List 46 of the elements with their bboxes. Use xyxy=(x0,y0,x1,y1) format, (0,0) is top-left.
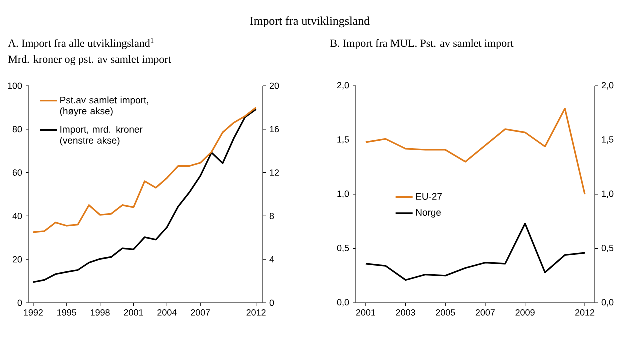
y2-tick-label: 0,5 xyxy=(602,245,614,252)
line-series xyxy=(32,106,258,234)
line-series xyxy=(365,222,586,282)
y-tick-label: 1,0 xyxy=(338,190,350,198)
y2-tick-label: 8 xyxy=(270,213,274,220)
y-tick-label: 60 xyxy=(12,170,22,176)
y-tick-label: 20 xyxy=(12,256,22,263)
x-tick-label: 2003 xyxy=(396,310,416,316)
y2-tick-label: 1,5 xyxy=(602,136,614,144)
line-series xyxy=(32,108,258,284)
x-tick-label: 2007 xyxy=(476,310,495,316)
y-tick-label: 80 xyxy=(12,126,22,133)
x-tick-label: 1998 xyxy=(91,310,110,316)
y2-tick-label: 12 xyxy=(270,170,280,176)
y2-tick-label: 20 xyxy=(270,82,280,90)
x-tick-label: 1992 xyxy=(24,310,43,316)
x-tick-label: 2001 xyxy=(356,310,376,316)
y-tick-label: 100 xyxy=(8,82,22,90)
y2-tick-label: 16 xyxy=(270,126,280,133)
y-tick-label: 1,5 xyxy=(338,136,350,144)
y-tick-label: 2,0 xyxy=(337,82,350,90)
chart-subtitle: Mrd. kroner og pst. av samlet import xyxy=(8,55,172,66)
legend-label: Import, mrd. kroner (venstre akse) xyxy=(60,126,143,146)
text: Import fra utviklingsland xyxy=(250,16,370,28)
legend-label: EU-27 xyxy=(416,193,442,200)
x-tick-label: 2012 xyxy=(576,310,595,316)
y-tick-label: 0,5 xyxy=(337,245,350,252)
x-tick-label: 2005 xyxy=(436,310,456,316)
x-tick-label: 1995 xyxy=(58,310,76,316)
y2-tick-label: 0,0 xyxy=(602,299,614,307)
legend-label: Pst.av samlet import, (høyre akse) xyxy=(60,96,148,116)
y2-tick-label: 4 xyxy=(270,256,274,263)
y-tick-label: 40 xyxy=(12,213,22,220)
y2-tick-label: 1,0 xyxy=(602,190,614,198)
x-tick-label: 2007 xyxy=(191,310,210,316)
y-tick-label: 0 xyxy=(18,300,22,306)
x-tick-label: 2001 xyxy=(124,310,144,316)
x-tick-label: 2009 xyxy=(516,310,535,316)
x-tick-label: 2012 xyxy=(246,310,266,316)
y2-tick-label: 0 xyxy=(270,300,274,306)
y-tick-label: 0,0 xyxy=(337,299,350,307)
chart-title: B. Import fra MUL. Pst. av samlet import xyxy=(330,39,514,50)
legend-label: Norge xyxy=(416,209,441,218)
chart-title: A. Import fra alle utviklingsland$^{1}$ xyxy=(8,38,154,50)
x-tick-label: 2004 xyxy=(158,310,177,316)
y2-tick-label: 2,0 xyxy=(602,82,614,90)
